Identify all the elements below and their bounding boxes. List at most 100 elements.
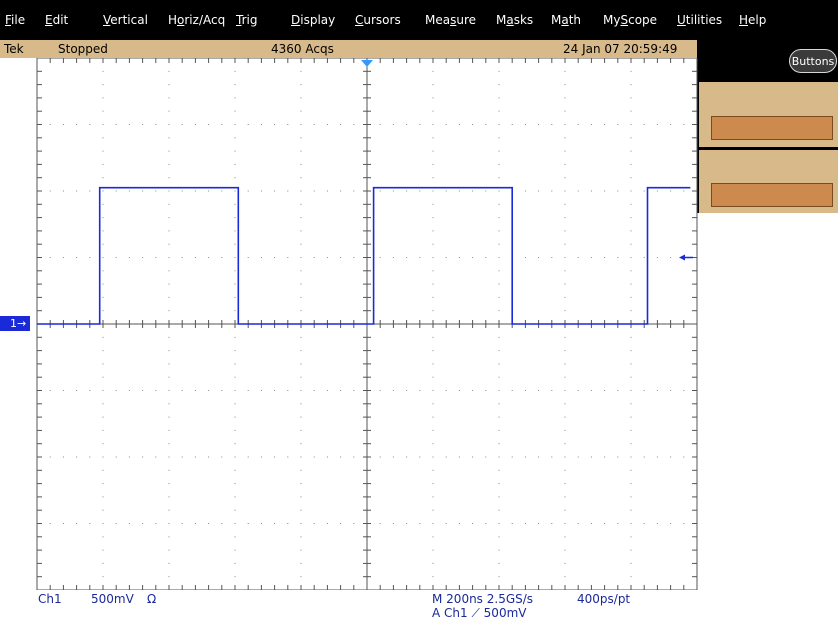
grid-dot (590, 257, 592, 258)
grid-dot (432, 110, 434, 112)
grid-dot (432, 350, 434, 352)
grid-dot (353, 456, 355, 458)
grid-dot (274, 257, 276, 258)
grid-dot (524, 390, 526, 391)
menu-measure[interactable]: Measure (425, 13, 477, 27)
grid-dot (300, 283, 302, 285)
grid-dot (326, 190, 328, 192)
grid-dot (168, 296, 170, 298)
grid-dot (498, 350, 500, 352)
grid-dot (234, 483, 236, 485)
grid-dot (472, 523, 474, 524)
grid-dot (155, 390, 157, 391)
grid-dot (379, 257, 381, 258)
grid-dot (630, 536, 632, 538)
grid-dot (564, 443, 566, 445)
grid-dot (432, 336, 434, 338)
grid-dot (432, 124, 434, 125)
grid-dot (538, 257, 540, 258)
grid-dot (128, 257, 130, 258)
grid-dot (62, 257, 64, 258)
waveform-display[interactable] (0, 58, 838, 590)
grid-dot (683, 456, 685, 458)
menu-masks[interactable]: Masks (496, 13, 534, 27)
grid-dot (76, 523, 78, 524)
grid-dot (221, 124, 223, 125)
menu-vertical[interactable]: Vertical (103, 13, 148, 27)
volts-per-div-readout: 500mV (91, 592, 134, 606)
brand-label: Tek (4, 42, 24, 56)
grid-dot (353, 257, 355, 258)
grid-dot (656, 523, 658, 524)
menu-horizacq[interactable]: Horiz/Acq (168, 13, 226, 27)
acquisition-state: Stopped (58, 42, 108, 56)
grid-dot (300, 70, 302, 72)
menu-display[interactable]: Display (291, 13, 336, 27)
menu-cursors[interactable]: Cursors (355, 13, 401, 27)
grid-dot (102, 217, 104, 219)
grid-dot (458, 456, 460, 458)
grid-dot (102, 336, 104, 338)
channel-readout: Ch1 (38, 592, 62, 606)
grid-dot (234, 230, 236, 232)
grid-dot (604, 257, 606, 258)
grid-dot (115, 523, 117, 524)
grid-dot (551, 523, 553, 524)
menu-edit[interactable]: Edit (45, 13, 69, 27)
grid-dot (247, 523, 249, 524)
grid-dot (194, 257, 196, 258)
grid-dot (630, 509, 632, 511)
grid-dot (630, 456, 632, 458)
grid-dot (234, 310, 236, 312)
menu-help[interactable]: Help (739, 13, 767, 27)
grid-dot (498, 469, 500, 471)
grid-dot (564, 576, 566, 578)
grid-dot (564, 296, 566, 298)
grid-dot (432, 416, 434, 418)
grid-dot (300, 203, 302, 205)
grid-dot (234, 549, 236, 551)
grid-dot (564, 416, 566, 418)
grid-dot (432, 217, 434, 219)
grid-dot (683, 390, 685, 391)
grid-dot (432, 496, 434, 498)
grid-dot (630, 469, 632, 471)
grid-dot (76, 124, 78, 125)
grid-dot (643, 523, 645, 524)
grid-dot (340, 190, 342, 192)
control-panel: Buttons (697, 40, 838, 213)
trigger-position-marker[interactable] (361, 60, 373, 67)
channel-1-marker[interactable]: 1→ (0, 316, 30, 331)
grid-dot (564, 562, 566, 564)
panel-button-2[interactable] (711, 183, 833, 207)
grid-dot (234, 536, 236, 538)
grid-dot (300, 97, 302, 99)
menu-file[interactable]: File (5, 13, 26, 27)
grid-dot (102, 310, 104, 312)
grid-dot (564, 523, 566, 524)
grid-dot (498, 456, 500, 458)
grid-dot (102, 429, 104, 431)
menu-trig[interactable]: Trig (236, 13, 258, 27)
grid-dot (538, 523, 540, 524)
grid-dot (498, 190, 500, 192)
grid-dot (234, 150, 236, 152)
panel-button-1[interactable] (711, 116, 833, 140)
grid-dot (102, 84, 104, 86)
menu-math[interactable]: Math (551, 13, 582, 27)
grid-dot (234, 296, 236, 298)
grid-dot (221, 390, 223, 391)
grid-dot (234, 243, 236, 245)
menu-utilities[interactable]: Utilities (677, 13, 723, 27)
grid-dot (656, 257, 658, 258)
grid-dot (406, 257, 408, 258)
grid-dot (168, 230, 170, 232)
grid-dot (551, 257, 553, 258)
grid-dot (564, 283, 566, 285)
menu-myscope[interactable]: MyScope (603, 13, 658, 27)
grid-dot (564, 190, 566, 192)
grid-dot (643, 257, 645, 258)
grid-dot (498, 150, 500, 152)
buttons-toggle-button[interactable]: Buttons (789, 49, 837, 73)
grid-dot (432, 97, 434, 99)
